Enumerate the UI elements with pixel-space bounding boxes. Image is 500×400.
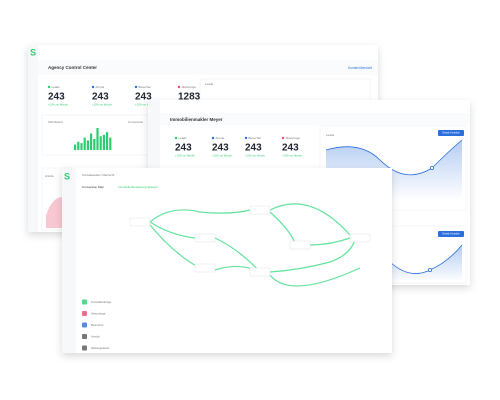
stat-label: Leads xyxy=(179,136,188,140)
bar xyxy=(90,133,93,150)
bar xyxy=(109,137,112,150)
bar xyxy=(99,136,102,150)
stat-note: +12% zur Woche xyxy=(175,154,195,158)
bar xyxy=(102,134,105,150)
panel-title: Leads xyxy=(326,133,335,137)
stat-value: 1283 xyxy=(178,92,201,103)
stat-icon xyxy=(91,85,95,89)
stat-icon xyxy=(47,85,51,89)
legend-label: Besucher xyxy=(91,323,104,327)
map-window: S Kontaktwelten Übersicht Conversion Map… xyxy=(62,168,392,353)
map-title: Conversion Map xyxy=(82,185,104,189)
breadcrumb[interactable]: Kontaktwelten Übersicht xyxy=(82,173,115,177)
stat-label: Anrufe xyxy=(216,136,225,140)
stat-value: 243 xyxy=(48,92,65,103)
stat-icon xyxy=(244,136,248,140)
stat-label: Besucher xyxy=(139,85,152,89)
stat-icon xyxy=(177,85,181,89)
button[interactable] xyxy=(438,130,464,136)
stat-label: Anrufe xyxy=(96,85,105,89)
stat-label: Leads xyxy=(52,85,61,89)
legend-icon xyxy=(82,311,87,316)
bar xyxy=(93,139,96,150)
stat-value: 243 xyxy=(212,143,229,154)
bar xyxy=(106,132,109,150)
bar xyxy=(80,143,83,150)
stat-note: +12% zur Woche xyxy=(135,103,155,107)
legend-label: Kontaktanfrage xyxy=(91,300,112,304)
map-subtitle[interactable]: Immobilienbewertung Spiegel xyxy=(118,185,158,189)
legend-icon xyxy=(82,322,87,328)
stat-value: 243 xyxy=(135,92,152,103)
legend-label: Anrufe xyxy=(91,334,100,338)
stat-icon xyxy=(174,136,178,140)
panel-title: Conversion xyxy=(128,120,144,124)
legend-label: Absprünge xyxy=(91,311,106,315)
legend-label: Weitergeleitet xyxy=(91,346,109,350)
stat-label: Besucher xyxy=(249,136,262,140)
stat-note: +12% zur Woche xyxy=(92,103,112,107)
button[interactable] xyxy=(438,231,464,237)
stat-value: 243 xyxy=(92,92,109,103)
stat-icon xyxy=(281,136,285,140)
bar xyxy=(83,137,86,150)
button-label[interactable]: Details Kontakte xyxy=(442,132,460,135)
logo: S xyxy=(30,47,36,57)
stat-icon xyxy=(134,85,138,89)
stat-note: +12% zur Woche xyxy=(245,154,265,158)
bar xyxy=(77,141,80,150)
stat-label: Absprünge xyxy=(182,85,197,89)
stat-value: 243 xyxy=(175,143,192,154)
panel-title: Leads xyxy=(205,82,214,86)
logo: S xyxy=(64,171,70,181)
legend-icon xyxy=(82,345,87,351)
panel-title: Schnittwert xyxy=(48,120,63,124)
legend-icon xyxy=(82,334,87,339)
panel-title: Anrufe xyxy=(45,174,54,178)
stat-label: Absprünge xyxy=(286,136,301,140)
stat-value: 243 xyxy=(282,143,299,154)
legend-icon xyxy=(82,299,87,305)
bar xyxy=(74,144,77,150)
stat-note: +12% zur Woche xyxy=(48,103,68,107)
bar xyxy=(86,140,89,150)
link[interactable]: Kundenübersicht xyxy=(348,66,372,70)
stat-note: +12% zur Woche xyxy=(212,154,232,158)
stat-note: +12% zur Woche xyxy=(282,154,302,158)
stat-value: 243 xyxy=(245,143,262,154)
window-title: Agency Control Center xyxy=(48,65,97,70)
stat-icon xyxy=(211,136,215,140)
window-title: Immobilienmakler Meyer xyxy=(170,117,223,122)
button-label[interactable]: Details Kontakte xyxy=(442,233,460,236)
bar xyxy=(96,128,99,150)
